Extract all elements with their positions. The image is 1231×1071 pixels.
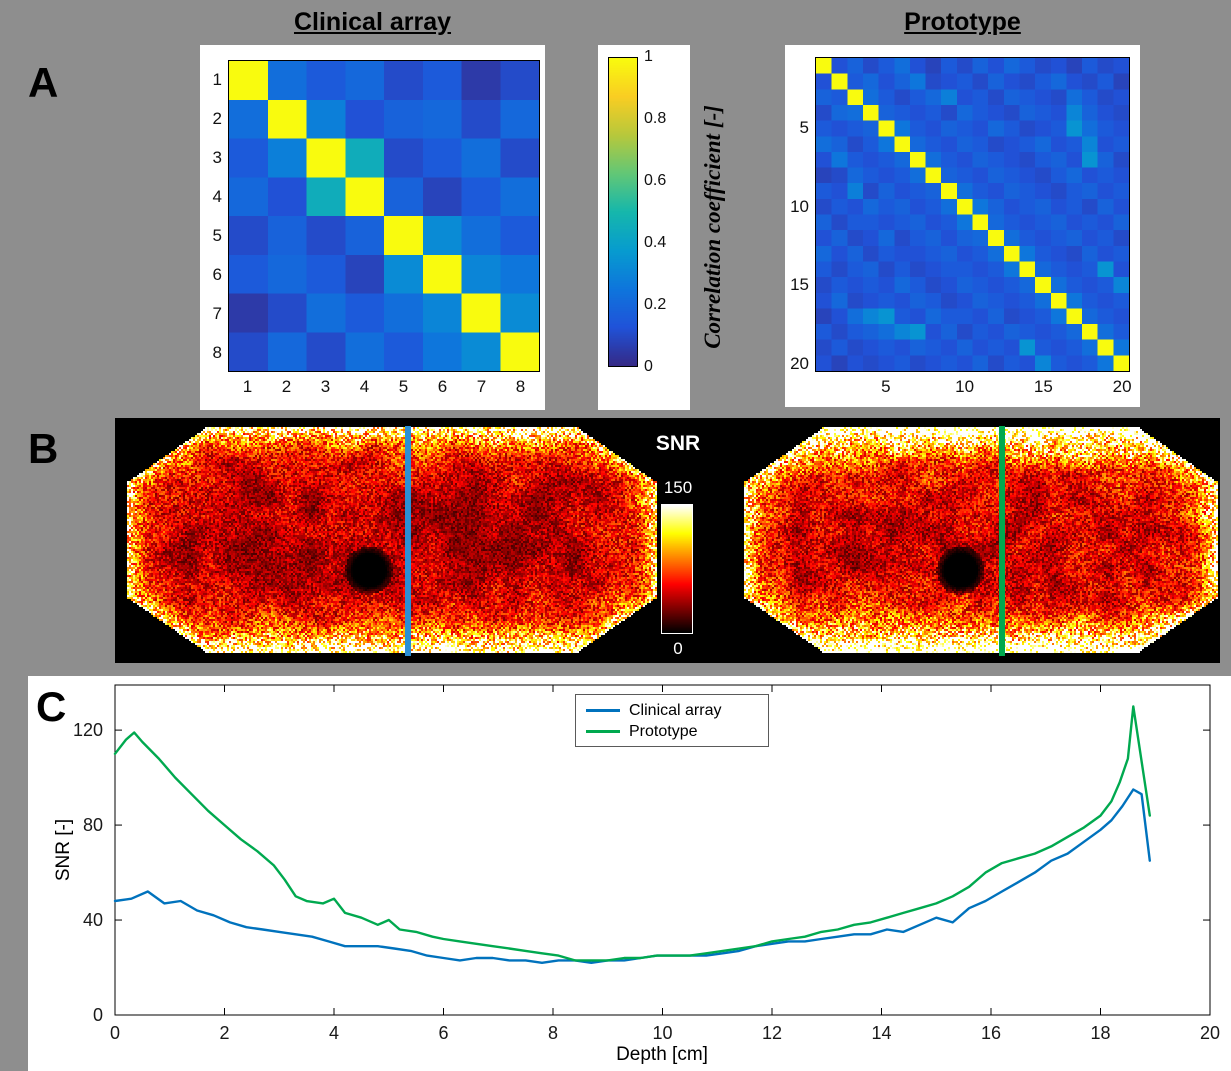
colorbar-tick-label: 0.8 bbox=[644, 110, 667, 127]
colorbar-tick-label: 0.4 bbox=[644, 234, 667, 251]
legend-line-swatch bbox=[586, 730, 620, 733]
heatmap-x-tick-label: 5 bbox=[881, 377, 891, 396]
heatmap-x-tick-label: 15 bbox=[1033, 377, 1053, 396]
prototype-correlation-heatmap bbox=[815, 57, 1130, 372]
x-tick-label: 2 bbox=[219, 1023, 229, 1043]
x-tick-label: 16 bbox=[981, 1023, 1001, 1043]
prototype-depth-profile-line bbox=[999, 426, 1005, 656]
heatmap-y-tick-label: 15 bbox=[790, 275, 809, 295]
heatmap-y-tick-label: 4 bbox=[212, 186, 222, 206]
heatmap-x-tick-label: 6 bbox=[437, 377, 448, 396]
x-tick-label: 0 bbox=[110, 1023, 120, 1043]
x-tick-label: 12 bbox=[762, 1023, 782, 1043]
legend-label: Clinical array bbox=[629, 701, 722, 719]
legend-label: Prototype bbox=[629, 722, 698, 740]
snr-colorbar bbox=[661, 504, 693, 634]
x-axis-label: Depth [cm] bbox=[616, 1044, 708, 1065]
snr-images-panel: SNR 150 0 bbox=[115, 418, 1220, 663]
heatmap-x-tick-label: 2 bbox=[281, 377, 292, 396]
prototype-snr-image bbox=[744, 427, 1218, 653]
heatmap-x-tick-label: 1 bbox=[242, 377, 253, 396]
x-tick-label: 18 bbox=[1090, 1023, 1110, 1043]
chart-legend: Clinical array Prototype bbox=[575, 694, 769, 747]
correlation-colorbar-label: Correlation coefficient [-] bbox=[700, 105, 725, 349]
panel-c-label: C bbox=[36, 683, 67, 730]
heatmap-x-tick-label: 8 bbox=[515, 377, 526, 396]
clinical-correlation-heatmap bbox=[228, 60, 540, 372]
correlation-colorbar bbox=[608, 57, 638, 367]
y-tick-label: 40 bbox=[83, 910, 103, 930]
clinical-correlation-matrix-panel: 1 2 3 4 5 6 7 8 1 2 3 4 5 6 7 8 bbox=[200, 45, 545, 410]
heatmap-x-tick-label: 20 bbox=[1112, 377, 1132, 396]
heatmap-y-tick-label: 1 bbox=[212, 69, 222, 89]
colorbar-tick-label: 0.2 bbox=[644, 296, 667, 313]
x-tick-label: 20 bbox=[1200, 1023, 1220, 1043]
heatmap-y-tick-label: 5 bbox=[799, 117, 809, 137]
heatmap-x-tick-label: 3 bbox=[320, 377, 331, 396]
heatmap-y-tick-label: 7 bbox=[212, 303, 222, 323]
panel-b-label: B bbox=[28, 425, 59, 472]
x-tick-label: 6 bbox=[438, 1023, 448, 1043]
colorbar-tick-label: 1 bbox=[644, 48, 653, 65]
colorbar-tick-label: 0.6 bbox=[644, 172, 667, 189]
prototype-title: Prototype bbox=[904, 8, 1021, 36]
x-tick-label: 8 bbox=[548, 1023, 558, 1043]
y-tick-label: 0 bbox=[93, 1005, 103, 1025]
x-tick-label: 14 bbox=[871, 1023, 891, 1043]
correlation-colorbar-panel: 0 0.2 0.4 0.6 0.8 1 bbox=[598, 45, 690, 410]
snr-depth-chart-panel: C 0 2 4 6 8 10 12 14 16 18 20 0 40 80 120 SNR [-] Dept… bbox=[28, 676, 1231, 1071]
prototype-series-line bbox=[113, 705, 1152, 962]
legend-item: Clinical array bbox=[586, 700, 768, 721]
heatmap-x-tick-label: 5 bbox=[398, 377, 409, 396]
prototype-correlation-matrix-panel: 5 10 15 20 5 10 15 20 bbox=[785, 45, 1140, 407]
legend-line-swatch bbox=[586, 709, 620, 712]
heatmap-x-tick-label: 4 bbox=[359, 377, 370, 396]
heatmap-y-tick-label: 8 bbox=[212, 342, 222, 362]
heatmap-y-tick-label: 6 bbox=[212, 264, 222, 284]
colorbar-tick-label: 0 bbox=[644, 358, 653, 375]
y-tick-label: 120 bbox=[73, 720, 103, 740]
clinical-array-title: Clinical array bbox=[293, 8, 452, 36]
legend-item: Prototype bbox=[586, 721, 768, 742]
heatmap-y-tick-label: 2 bbox=[212, 108, 222, 128]
heatmap-x-tick-label: 7 bbox=[476, 377, 487, 396]
y-tick-label: 80 bbox=[83, 815, 103, 835]
clinical-depth-profile-line bbox=[405, 426, 411, 656]
y-axis-label: SNR [-] bbox=[53, 818, 74, 882]
clinical-snr-image bbox=[127, 427, 657, 653]
snr-colorbar-min-label: 0 bbox=[673, 639, 683, 658]
snr-colorbar-title: SNR bbox=[655, 432, 701, 455]
heatmap-x-tick-label: 10 bbox=[955, 377, 975, 396]
x-tick-label: 4 bbox=[329, 1023, 339, 1043]
heatmap-y-tick-label: 10 bbox=[790, 196, 809, 216]
panel-a-label: A bbox=[28, 59, 59, 106]
heatmap-y-tick-label: 3 bbox=[212, 147, 222, 167]
snr-colorbar-max-label: 150 bbox=[663, 478, 693, 497]
heatmap-y-tick-label: 20 bbox=[790, 354, 809, 374]
heatmap-y-tick-label: 5 bbox=[212, 225, 222, 245]
x-tick-label: 10 bbox=[652, 1023, 672, 1043]
